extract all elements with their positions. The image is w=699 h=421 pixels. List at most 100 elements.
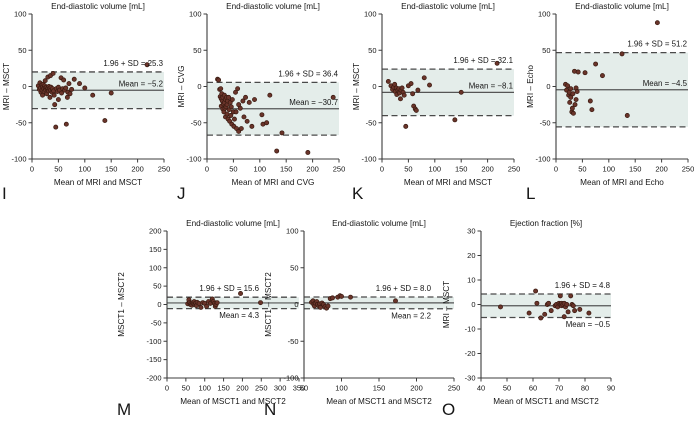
y-tick-label: 100 bbox=[364, 10, 377, 19]
data-point bbox=[61, 77, 67, 83]
data-point bbox=[565, 309, 571, 315]
x-tick-label: 200 bbox=[481, 165, 494, 174]
data-point bbox=[421, 75, 427, 81]
data-point bbox=[226, 94, 232, 100]
data-point bbox=[548, 308, 554, 314]
data-point bbox=[63, 121, 69, 127]
x-tick-label: 100 bbox=[429, 165, 442, 174]
data-point bbox=[398, 96, 403, 102]
x-tick-label: 90 bbox=[607, 384, 615, 393]
panel-N: 50 100 150 200 250 -100 -50 0 50 100 End-diastolic… bbox=[262, 215, 468, 421]
y-tick-label: 50 bbox=[290, 263, 298, 272]
data-point bbox=[542, 311, 548, 317]
data-point bbox=[587, 98, 593, 104]
panel-M: 0 50 100 150 200 250 300 350 -200 -150 -100 -50 0 50 1… bbox=[115, 215, 313, 421]
data-point bbox=[458, 89, 464, 95]
data-point bbox=[233, 89, 238, 95]
y-tick-label: 0 bbox=[197, 82, 201, 91]
data-point bbox=[258, 300, 263, 306]
data-point bbox=[574, 89, 580, 95]
data-point bbox=[50, 70, 56, 76]
panel-L: 0 50 100 150 200 250 -100 -50 0 50 100 End-diastoli… bbox=[524, 0, 699, 210]
x-tick-label: 100 bbox=[335, 384, 348, 393]
x-tick-label: 50 bbox=[300, 384, 308, 393]
y-tick-label: 50 bbox=[153, 282, 161, 291]
data-point bbox=[77, 81, 82, 87]
data-point bbox=[593, 61, 599, 67]
x-tick-label: 350 bbox=[293, 384, 306, 393]
y-tick-label: 0 bbox=[157, 300, 161, 309]
data-point bbox=[568, 86, 574, 92]
x-axis-label: Mean of MSCT1 and MSCT2 bbox=[326, 397, 432, 406]
panel-J-chart: 0 50 100 150 200 250 -100 -50 0 50 100 End-diastoli… bbox=[177, 2, 345, 203]
y-tick-label: -10 bbox=[465, 325, 476, 334]
sd-annotation: 1.96 + SD = 32.1 bbox=[453, 56, 513, 65]
data-point bbox=[575, 69, 581, 75]
panel-J: 0 50 100 150 200 250 -100 -50 0 50 100 End-diastoli… bbox=[175, 0, 353, 210]
y-axis-label: MRI – MSCT bbox=[442, 281, 451, 328]
data-point bbox=[64, 94, 70, 100]
panel-letter: I bbox=[2, 184, 7, 203]
x-tick-label: 250 bbox=[508, 165, 521, 174]
sd-annotation: 1.96 + SD = 51.2 bbox=[627, 40, 687, 49]
data-point bbox=[494, 60, 500, 66]
data-point bbox=[249, 123, 255, 129]
data-point bbox=[570, 303, 576, 309]
data-point bbox=[569, 105, 575, 111]
data-point bbox=[533, 288, 539, 294]
data-point bbox=[240, 98, 246, 104]
y-tick-label: 150 bbox=[149, 245, 162, 254]
x-tick-label: 200 bbox=[655, 165, 668, 174]
y-tick-label: 100 bbox=[286, 227, 299, 236]
data-point bbox=[108, 90, 114, 96]
panel-letter: N bbox=[264, 400, 276, 419]
y-tick-label: -50 bbox=[151, 318, 162, 327]
x-axis-label: Mean of MRI and Echo bbox=[580, 178, 664, 187]
data-point bbox=[538, 315, 544, 321]
x-tick-label: 0 bbox=[30, 165, 34, 174]
data-point bbox=[570, 91, 576, 97]
data-point bbox=[534, 300, 540, 306]
x-tick-label: 150 bbox=[280, 165, 293, 174]
data-point bbox=[238, 291, 243, 296]
x-axis-label: Mean of MSCT1 and MSCT2 bbox=[180, 397, 286, 406]
data-point bbox=[568, 94, 574, 100]
y-tick-label: 10 bbox=[467, 276, 475, 285]
data-point bbox=[577, 306, 583, 312]
data-point bbox=[526, 310, 532, 316]
data-point bbox=[66, 81, 72, 87]
y-tick-label: -100 bbox=[283, 374, 298, 383]
data-point bbox=[339, 293, 344, 299]
y-tick-label: 50 bbox=[542, 46, 550, 55]
data-point bbox=[415, 87, 421, 93]
data-point bbox=[348, 294, 353, 300]
data-point bbox=[264, 120, 270, 126]
y-tick-label: -200 bbox=[146, 374, 161, 383]
data-point bbox=[59, 90, 65, 96]
y-tick-label: 0 bbox=[294, 300, 298, 309]
y-tick-label: 100 bbox=[538, 10, 551, 19]
y-tick-label: -150 bbox=[146, 355, 161, 364]
panel-O-chart: 40 50 60 70 80 90 -30 -20 -10 0 10 20 30 Ejection fra… bbox=[442, 219, 615, 419]
y-tick-label: -100 bbox=[535, 155, 550, 164]
y-axis-label: MSCT1 – MSCT2 bbox=[117, 272, 126, 337]
data-point bbox=[144, 62, 150, 68]
x-tick-label: 250 bbox=[255, 384, 268, 393]
mean-annotation: Mean = −8.1 bbox=[469, 81, 513, 90]
sd-annotation: 1.96 + SD = 15.6 bbox=[199, 284, 259, 293]
panel-title: End-diastolic volume [mL] bbox=[401, 2, 495, 11]
y-axis-label: MRI – MSCT bbox=[352, 63, 361, 110]
x-tick-label: 100 bbox=[254, 165, 267, 174]
data-point bbox=[82, 85, 88, 91]
data-point bbox=[63, 85, 69, 91]
data-points bbox=[385, 60, 500, 129]
panel-N-chart: 50 100 150 200 250 -100 -50 0 50 100 End-diastolic… bbox=[264, 219, 460, 419]
x-tick-label: 0 bbox=[380, 165, 384, 174]
data-point bbox=[385, 78, 391, 84]
panel-letter: M bbox=[117, 400, 131, 419]
x-axis-label: Mean of MRI and CVG bbox=[232, 178, 315, 187]
data-point bbox=[427, 82, 432, 88]
panel-letter: J bbox=[177, 184, 186, 203]
x-tick-label: 150 bbox=[217, 384, 230, 393]
sd-annotation: 1.96 + SD = 25.3 bbox=[103, 59, 163, 68]
